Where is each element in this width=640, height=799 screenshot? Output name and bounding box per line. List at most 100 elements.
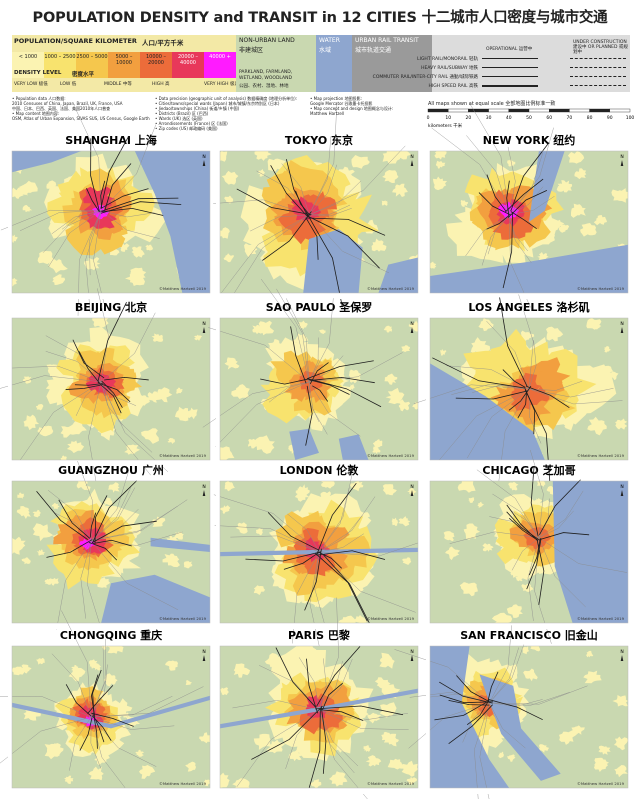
scale-tick-label: 80	[587, 115, 593, 121]
density-area	[468, 497, 475, 503]
density-area	[16, 492, 25, 499]
map-frame	[11, 150, 211, 294]
density-area	[50, 577, 59, 586]
north-label: N	[410, 649, 413, 655]
density-area	[36, 657, 46, 665]
density-area	[593, 215, 607, 226]
road	[91, 531, 183, 546]
density-area	[506, 604, 523, 618]
density-area	[587, 416, 607, 436]
density-area	[16, 506, 31, 519]
density-area	[88, 766, 104, 781]
road	[528, 388, 614, 398]
rail-line	[432, 357, 526, 389]
density-area	[104, 497, 113, 506]
rail-line	[104, 163, 132, 212]
density-area	[224, 357, 240, 370]
road	[308, 103, 338, 215]
city-map	[213, 474, 439, 657]
density-area	[508, 481, 519, 491]
density-level: VERY HIGH 极高	[204, 82, 239, 87]
road	[80, 540, 92, 619]
density-area	[434, 151, 447, 160]
clip-frame	[210, 150, 220, 294]
clip-frame	[418, 645, 428, 789]
road	[215, 381, 310, 447]
rail-line	[100, 136, 129, 209]
north-arrow	[620, 490, 624, 496]
density-area	[60, 455, 67, 460]
rail-line	[540, 532, 590, 540]
density-area	[22, 205, 33, 212]
density-area	[124, 444, 141, 455]
rail-line	[94, 495, 108, 544]
road	[309, 204, 351, 216]
density-area	[194, 334, 202, 341]
density-area	[379, 702, 397, 718]
density-area	[12, 234, 18, 244]
road	[318, 487, 350, 553]
density-area	[145, 244, 153, 251]
density-area	[12, 666, 26, 676]
rail-type: HIGH SPEED RAIL 高铁	[428, 84, 478, 89]
density-area	[32, 509, 41, 518]
rail-line	[308, 379, 350, 395]
density-area	[433, 176, 448, 191]
rail-line	[92, 480, 138, 543]
city-map	[202, 278, 418, 460]
density-area	[224, 481, 235, 492]
pop-heading-zh: 人口/平方千米	[142, 39, 184, 47]
water	[134, 151, 210, 293]
density-area	[12, 542, 24, 555]
density-area	[12, 277, 18, 287]
rail-line	[305, 217, 319, 260]
rail-strip	[352, 35, 432, 92]
rail-line	[310, 376, 375, 384]
road	[259, 665, 320, 711]
rail-line	[316, 550, 386, 560]
clip-frame	[426, 788, 638, 794]
scale-tick-label: 60	[546, 115, 552, 121]
note: • Population data 人口数据:	[12, 96, 66, 101]
density-area	[529, 646, 541, 652]
road	[88, 381, 102, 495]
density-area	[538, 744, 550, 753]
road	[51, 210, 102, 235]
density-area	[51, 502, 60, 510]
city-name: NEW YORK 纽约	[483, 133, 575, 147]
density-area	[118, 242, 130, 252]
road	[100, 381, 153, 453]
density-area	[253, 585, 265, 595]
north-arrow	[410, 327, 414, 333]
water	[479, 674, 561, 781]
density-area	[220, 687, 229, 696]
density-area	[392, 183, 408, 197]
north-arrow	[202, 655, 206, 661]
density-area	[571, 725, 585, 735]
density-area	[176, 387, 183, 394]
clip-frame	[216, 623, 428, 629]
density-area	[398, 516, 411, 527]
scale-segment	[589, 108, 610, 113]
density-area	[257, 169, 265, 177]
water	[430, 363, 545, 460]
density-area	[354, 615, 368, 623]
rail-line	[455, 390, 529, 400]
credit: ©Matthew Hartzell 2019	[159, 286, 207, 291]
credit: ©Matthew Hartzell 2019	[577, 286, 625, 291]
density-area	[185, 761, 196, 772]
road	[260, 278, 310, 382]
density-area	[23, 414, 40, 431]
note: Google Mercator 谷歌墨卡托投影	[310, 101, 373, 106]
rail-line	[439, 681, 493, 704]
road	[509, 196, 555, 216]
rail-line	[104, 376, 149, 381]
rail-planned: UNDER CONSTRUCTION 建设中 OR PLANNED 或规划中	[573, 40, 628, 55]
road	[91, 716, 175, 730]
rail-line	[486, 215, 510, 230]
density-area	[383, 733, 399, 747]
density-area	[185, 680, 193, 686]
note: • Zip codes (US) 邮政编码 (美国)	[155, 126, 218, 131]
road	[314, 551, 325, 625]
density-area	[398, 399, 411, 412]
